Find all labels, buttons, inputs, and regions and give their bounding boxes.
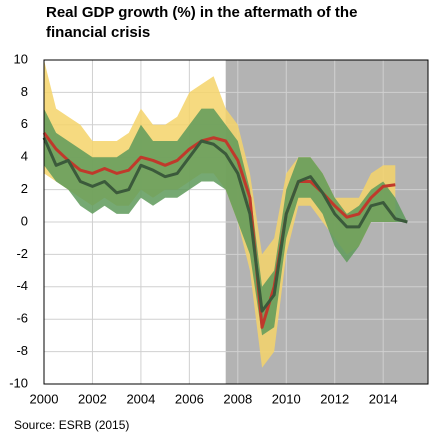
y-tick-label: -6 (16, 311, 28, 326)
x-tick-label: 2012 (320, 391, 349, 406)
y-tick-label: -2 (16, 246, 28, 261)
y-tick-label: 8 (21, 84, 28, 99)
band (44, 60, 396, 368)
x-tick-label: 2008 (223, 391, 252, 406)
x-tick-label: 2014 (369, 391, 398, 406)
x-tick-label: 2006 (175, 391, 204, 406)
y-tick-label: 10 (14, 51, 28, 66)
source: Source: ESRB (2015) (14, 418, 129, 432)
y-tick-label: 0 (21, 213, 28, 228)
y-tick-label: -4 (16, 278, 28, 293)
y-tick-label: 4 (21, 149, 28, 164)
x-tick-label: 2010 (272, 391, 301, 406)
plot-border (43, 59, 429, 385)
chart-title: Real GDP growth (%) in the aftermath of … (46, 4, 357, 21)
y-tick-label: -8 (16, 343, 28, 358)
x-tick-label: 2004 (126, 391, 155, 406)
y-tick-label: 2 (21, 181, 28, 196)
line (42, 132, 396, 329)
x-tick-label: 2002 (78, 391, 107, 406)
chart-title: financial crisis (46, 24, 150, 41)
y-tick-label: -10 (9, 375, 28, 390)
line (42, 137, 408, 313)
x-tick-label: 2000 (30, 391, 59, 406)
y-tick-label: 6 (21, 116, 28, 131)
